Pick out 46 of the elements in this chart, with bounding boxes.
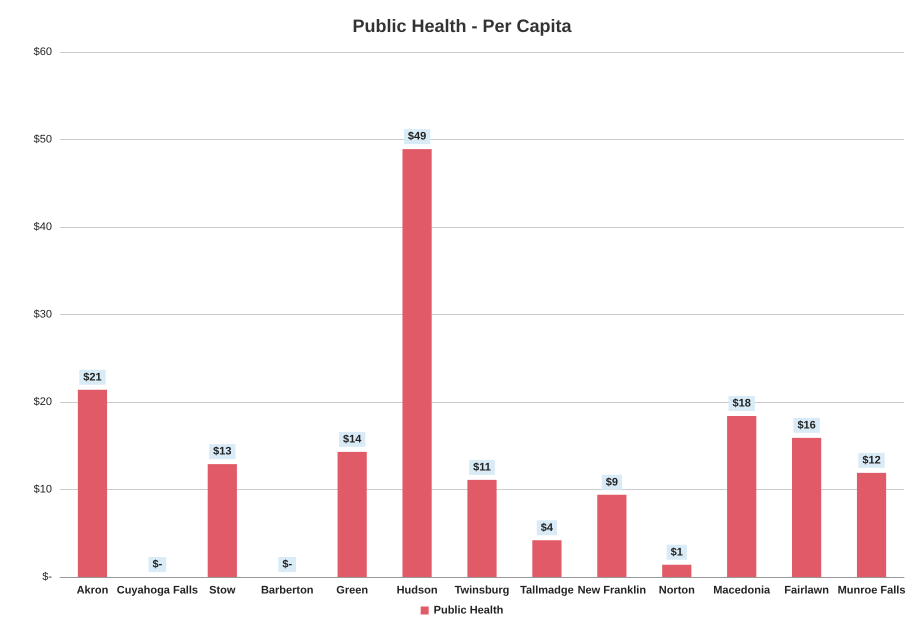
bar <box>856 472 886 577</box>
y-tick-label: $40 <box>34 221 52 233</box>
y-tick-label: $20 <box>34 396 52 408</box>
y-tick-label: $- <box>42 571 52 583</box>
data-label: $49 <box>408 130 426 143</box>
x-tick-label: Twinsburg <box>454 584 510 596</box>
y-tick-label: $10 <box>34 484 52 496</box>
y-tick-label: $60 <box>34 46 52 58</box>
bar <box>208 464 237 577</box>
x-tick-label: Green <box>336 584 368 596</box>
data-label: $13 <box>213 446 232 458</box>
x-tick-label: Barberton <box>260 584 314 596</box>
bar <box>467 480 497 577</box>
legend-label: Public Health <box>434 604 504 616</box>
x-tick-label: Tallmadge <box>520 584 574 596</box>
bar <box>792 438 822 577</box>
bar <box>727 416 756 577</box>
bar <box>338 452 367 577</box>
data-label: $1 <box>670 546 683 558</box>
data-label: $14 <box>342 433 362 446</box>
bar <box>662 564 692 577</box>
x-tick-label: Munroe Falls <box>838 584 906 596</box>
data-label: $18 <box>732 398 751 410</box>
y-tick-label: $50 <box>34 134 52 146</box>
data-label: $- <box>152 558 163 570</box>
x-tick-label: Stow <box>209 584 236 596</box>
bar <box>597 494 626 577</box>
x-tick-label: Norton <box>658 584 696 596</box>
data-label: $4 <box>540 522 554 534</box>
x-tick-label: Fairlawn <box>784 584 830 596</box>
chart-title: Public Health - Per Capita <box>352 16 573 36</box>
data-label: $16 <box>797 419 816 432</box>
x-tick-label: Akron <box>76 584 109 596</box>
data-label: $21 <box>83 371 102 384</box>
x-tick-label: New Franklin <box>578 584 646 596</box>
y-tick-label: $30 <box>34 308 52 320</box>
bar <box>532 540 562 577</box>
bar <box>402 149 432 577</box>
bar <box>78 390 108 577</box>
x-tick-label: Hudson <box>396 584 438 596</box>
data-label: $11 <box>473 461 491 474</box>
x-tick-label: Cuyahoga Falls <box>116 584 198 596</box>
x-tick-label: Macedonia <box>713 584 771 596</box>
data-label: $9 <box>606 476 618 488</box>
data-label: $- <box>282 558 292 570</box>
data-label: $12 <box>862 454 881 466</box>
